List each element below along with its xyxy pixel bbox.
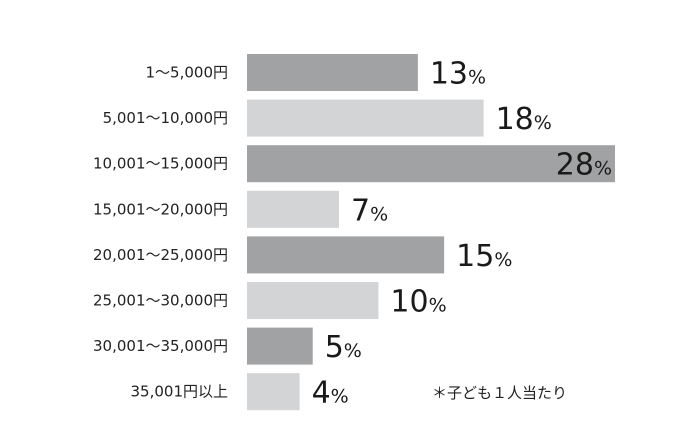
category-label: 20,001〜25,000円: [93, 246, 228, 264]
data-label: 15%: [456, 239, 512, 274]
bar: [247, 145, 615, 183]
category-label: 25,001〜30,000円: [93, 292, 228, 310]
bar: [247, 373, 300, 411]
bar: [247, 282, 379, 319]
bar: [247, 236, 445, 274]
category-label: 5,001〜10,000円: [103, 109, 228, 127]
category-label: 15,001〜20,000円: [93, 200, 228, 218]
chart-annotation: ＊子ども１人当たり: [432, 384, 567, 402]
data-label: 4%: [312, 376, 349, 411]
bar: [247, 54, 418, 91]
category-label: 10,001〜15,000円: [93, 155, 228, 173]
data-label: 7%: [351, 193, 388, 228]
category-label: 35,001円以上: [131, 383, 229, 401]
category-label: 30,001〜35,000円: [93, 337, 228, 355]
data-label: 5%: [325, 330, 362, 365]
data-label: 13%: [430, 57, 486, 92]
data-label: 10%: [390, 285, 446, 320]
data-label: 28%: [556, 148, 612, 183]
bar: [247, 327, 313, 365]
data-label: 18%: [496, 102, 552, 137]
bar: [247, 99, 484, 137]
category-label: 1〜5,000円: [146, 64, 229, 82]
bar: [247, 190, 339, 228]
